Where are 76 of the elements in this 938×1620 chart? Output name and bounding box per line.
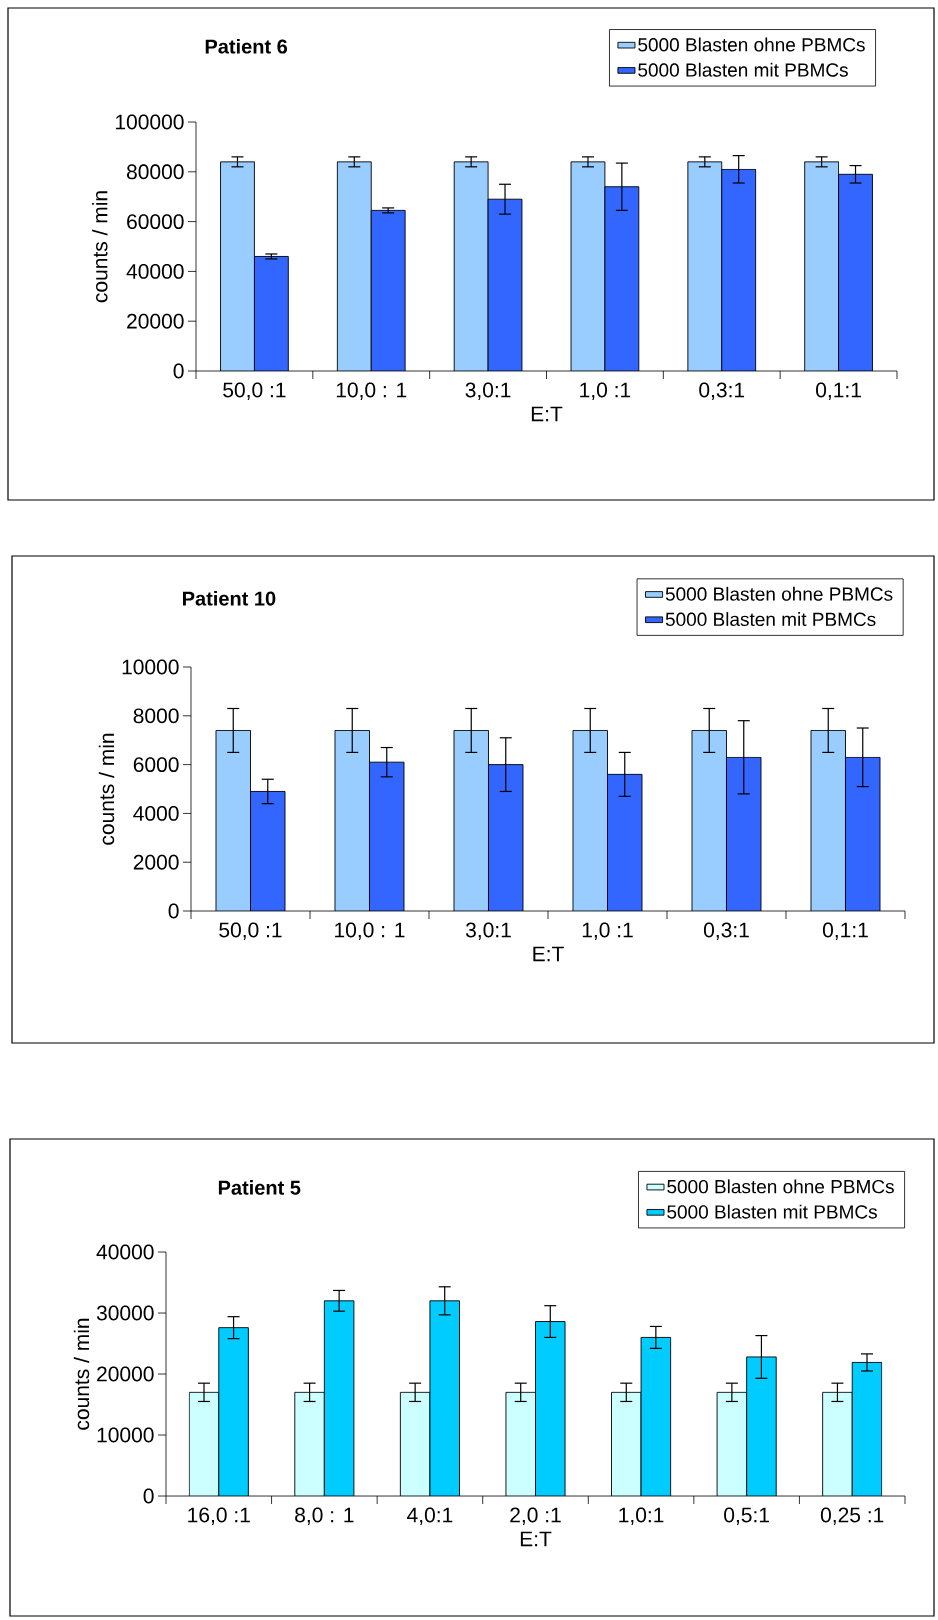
- x-axis-title: E:T: [520, 1531, 552, 1547]
- x-tick-label: 0,5:1: [724, 1507, 769, 1525]
- bar: [334, 730, 370, 912]
- legend-label: 5000 Blasten ohne PBMCs: [667, 1179, 894, 1194]
- x-tick-label: 0,1:1: [816, 382, 861, 400]
- bar: [337, 161, 372, 372]
- legend-label: 5000 Blasten ohne PBMCs: [638, 37, 865, 52]
- y-tick-label: 8000: [133, 708, 179, 724]
- x-tick-label: 0,25 :1: [820, 1507, 884, 1525]
- y-tick-label: 0: [143, 1488, 154, 1504]
- bar: [215, 730, 251, 912]
- x-tick-label: 50,0 :1: [219, 922, 282, 940]
- bar: [607, 774, 643, 912]
- y-tick-label: 10000: [122, 659, 179, 675]
- bar: [400, 1392, 430, 1497]
- y-tick-label: 40000: [126, 263, 184, 279]
- bar: [488, 764, 524, 912]
- y-axis-title: counts / min: [98, 733, 115, 845]
- x-axis-title: E:T: [533, 946, 564, 962]
- bar: [453, 730, 489, 912]
- x-tick-label: 8,0 : 1: [295, 1507, 354, 1525]
- y-tick-label: 0: [173, 363, 184, 379]
- bar: [189, 1392, 219, 1497]
- x-tick-label: 0,1:1: [822, 922, 868, 940]
- y-tick-label: 0: [168, 903, 179, 919]
- bar: [505, 1392, 536, 1497]
- bar: [726, 757, 762, 912]
- x-tick-label: 50,0 :1: [223, 382, 286, 400]
- x-axis-title: E:T: [531, 406, 563, 422]
- chart-title: Patient 10: [183, 590, 276, 606]
- x-tick-label: 3,0:1: [465, 382, 511, 400]
- x-tick-label: 3,0:1: [465, 922, 511, 940]
- bar: [369, 762, 405, 912]
- legend-label: 5000 Blasten mit PBMCs: [665, 612, 876, 627]
- legend-label: 5000 Blasten mit PBMCs: [638, 62, 848, 77]
- y-tick-label: 60000: [127, 214, 184, 230]
- x-tick-label: 0,3:1: [703, 922, 749, 940]
- y-tick-label: 100000: [115, 114, 184, 130]
- bar: [687, 161, 722, 372]
- bar: [845, 756, 881, 912]
- bar: [611, 1392, 642, 1497]
- x-tick-label: 10,0 : 1: [335, 922, 405, 940]
- bar: [220, 161, 255, 372]
- bar: [250, 791, 286, 912]
- x-tick-label: 10,0 : 1: [336, 382, 407, 400]
- bar: [454, 161, 489, 372]
- bar: [571, 161, 605, 372]
- bar: [804, 161, 840, 372]
- bar: [691, 730, 727, 912]
- x-tick-label: 1,0:1: [619, 1507, 664, 1525]
- x-tick-label: 2,0 :1: [510, 1507, 561, 1525]
- x-tick-label: 1,0 :1: [582, 922, 633, 940]
- y-tick-label: 4000: [133, 805, 179, 821]
- chart-title: Patient 6: [205, 38, 288, 54]
- x-tick-label: 0,3:1: [699, 382, 745, 400]
- x-tick-label: 4,0:1: [407, 1507, 453, 1525]
- y-tick-label: 20000: [127, 313, 184, 329]
- bar: [822, 1391, 853, 1497]
- y-axis-title: counts / min: [73, 1318, 90, 1430]
- bar: [810, 730, 846, 912]
- legend-label: 5000 Blasten mit PBMCs: [667, 1204, 877, 1219]
- y-axis-title: counts / min: [92, 191, 108, 303]
- bar: [717, 1392, 747, 1497]
- x-tick-label: 1,0 :1: [580, 382, 631, 400]
- y-tick-label: 20000: [97, 1366, 154, 1382]
- y-tick-label: 80000: [126, 164, 184, 180]
- y-tick-label: 30000: [96, 1305, 154, 1321]
- x-tick-label: 16,0 :1: [188, 1507, 250, 1525]
- y-tick-label: 2000: [133, 854, 179, 870]
- chart-title: Patient 5: [218, 1180, 301, 1195]
- bar: [294, 1392, 325, 1497]
- y-tick-label: 10000: [97, 1427, 154, 1443]
- y-tick-label: 6000: [133, 757, 179, 773]
- y-tick-label: 40000: [96, 1244, 154, 1260]
- legend-label: 5000 Blasten ohne PBMCs: [665, 586, 893, 601]
- bar: [572, 730, 608, 912]
